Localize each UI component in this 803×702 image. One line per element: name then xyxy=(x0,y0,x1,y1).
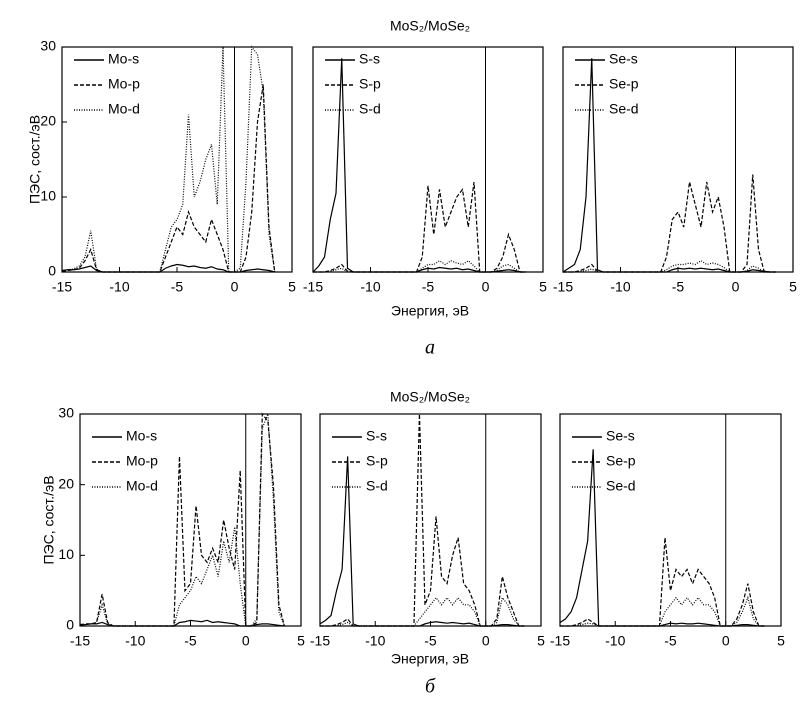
x-tick-label: -10 xyxy=(365,633,385,649)
dos-line xyxy=(563,260,776,273)
x-tick-label: 0 xyxy=(482,279,490,295)
y-axis-label: ПЭС, сост./эВ xyxy=(27,115,43,204)
x-tick-label: 5 xyxy=(539,279,547,295)
legend-label: Se-s xyxy=(606,428,635,444)
x-tick-label: 0 xyxy=(242,633,250,649)
x-tick-label: -10 xyxy=(610,279,630,295)
x-tick-label: -5 xyxy=(424,633,437,649)
x-tick-label: -10 xyxy=(125,633,145,649)
x-tick-label: -10 xyxy=(360,279,380,295)
legend-label: Se-p xyxy=(609,76,639,92)
x-axis-label: Энергия, эВ xyxy=(391,651,469,667)
figure-title: MoS₂/MoSe₂ xyxy=(390,18,470,34)
legend-label: Mo-p xyxy=(126,453,158,469)
figure-title: MoS₂/MoSe₂ xyxy=(390,389,470,405)
x-tick-label: 0 xyxy=(722,633,730,649)
plot-frame xyxy=(562,46,794,273)
legend-label: Mo-s xyxy=(108,51,139,67)
dos-line xyxy=(312,58,526,273)
y-tick-label: 20 xyxy=(58,475,74,491)
x-tick-label: 5 xyxy=(288,279,296,295)
x-tick-label: 5 xyxy=(297,633,305,649)
legend-label: Mo-d xyxy=(126,478,158,494)
x-tick-label: 5 xyxy=(777,633,785,649)
dos-line xyxy=(560,537,765,627)
plot-frame xyxy=(319,413,542,627)
dos-line xyxy=(320,596,525,627)
dos-line xyxy=(320,413,525,627)
plot-frame xyxy=(61,46,293,273)
y-axis-label: ПЭС, сост./эВ xyxy=(41,475,57,564)
legend-label: Se-s xyxy=(609,51,638,67)
panel: -15 -10 -5 0 5 S-s S-p S-d xyxy=(303,46,547,295)
dos-line xyxy=(61,84,276,273)
caption: б xyxy=(425,676,436,698)
caption: а xyxy=(425,337,435,359)
y-tick-label: 0 xyxy=(48,263,56,279)
legend-label: S-d xyxy=(359,101,381,117)
dos-line xyxy=(562,58,776,273)
y-tick-label: 10 xyxy=(58,546,74,562)
panel: -15 -10 -5 0 5 0 10 20 30 Mo-s Mo-p Mo-d xyxy=(40,38,296,295)
legend-label: S-p xyxy=(366,453,388,469)
x-tick-label: -5 xyxy=(672,279,685,295)
x-tick-label: -15 xyxy=(303,279,323,295)
panel: -15 -10 -5 0 5 Se-s Se-p Se-d xyxy=(550,413,785,649)
x-tick-label: -10 xyxy=(605,633,625,649)
x-tick-label: -15 xyxy=(52,279,72,295)
plot-frame xyxy=(312,46,544,273)
panel: -15 -10 -5 0 5 S-s S-p S-d xyxy=(310,413,545,649)
plot-frame xyxy=(559,413,782,627)
panel: -15 -10 -5 0 5 Se-s Se-p Se-d xyxy=(553,46,797,295)
x-tick-label: -5 xyxy=(664,633,677,649)
x-tick-label: -5 xyxy=(171,279,184,295)
legend-label: S-d xyxy=(366,478,388,494)
x-tick-label: -15 xyxy=(550,633,570,649)
legend-label: Se-d xyxy=(606,478,636,494)
plot-frame xyxy=(79,413,302,627)
x-tick-label: 0 xyxy=(231,279,239,295)
legend-label: Se-d xyxy=(609,101,639,117)
legend-label: S-p xyxy=(359,76,381,92)
dos-line xyxy=(61,45,276,273)
x-tick-label: 0 xyxy=(482,633,490,649)
y-tick-label: 0 xyxy=(66,617,74,633)
legend-label: S-s xyxy=(366,428,387,444)
dos-line xyxy=(560,595,765,627)
dos-line xyxy=(313,259,526,273)
y-tick-label: 30 xyxy=(58,405,74,421)
legend-label: Mo-p xyxy=(108,76,140,92)
legend-label: Se-p xyxy=(606,453,636,469)
dos-line xyxy=(319,456,525,627)
panel: -15 -10 -5 0 5 0 10 20 30 Mo-s Mo-p Mo-d xyxy=(58,405,305,649)
x-tick-label: -5 xyxy=(184,633,197,649)
x-tick-label: -5 xyxy=(422,279,435,295)
legend-label: Mo-s xyxy=(126,428,157,444)
y-tick-label: 30 xyxy=(40,38,56,54)
y-tick-label: 10 xyxy=(40,188,56,204)
x-tick-label: -10 xyxy=(109,279,129,295)
x-tick-label: 5 xyxy=(537,633,545,649)
x-axis-label: Энергия, эВ xyxy=(391,303,469,319)
y-tick-label: 20 xyxy=(40,113,56,129)
dos-line xyxy=(559,449,765,627)
dos-line xyxy=(79,412,286,627)
dos-line xyxy=(79,413,285,627)
legend-label: Mo-d xyxy=(108,101,140,117)
x-tick-label: 5 xyxy=(789,279,797,295)
x-tick-label: 0 xyxy=(732,279,740,295)
x-tick-label: -15 xyxy=(310,633,330,649)
x-tick-label: -15 xyxy=(553,279,573,295)
legend-label: S-s xyxy=(359,51,380,67)
x-tick-label: -15 xyxy=(70,633,90,649)
